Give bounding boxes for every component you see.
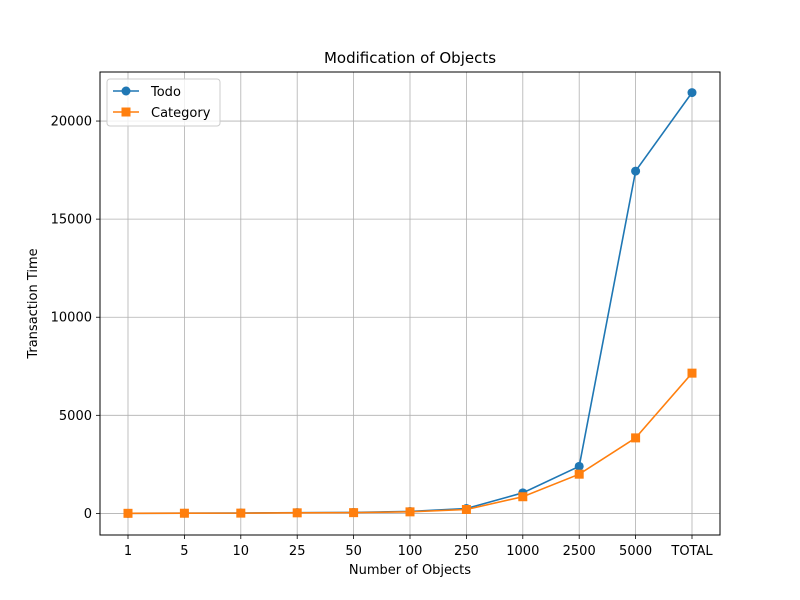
data-point-category (292, 508, 302, 518)
data-point-category (349, 508, 359, 518)
y-axis-ticks: 0 5000 10000 15000 20000 (51, 115, 100, 522)
data-point-category (123, 508, 133, 518)
y-tick-label: 5000 (59, 409, 92, 424)
y-tick-label: 0 (84, 507, 92, 522)
y-tick-label: 20000 (51, 115, 92, 130)
data-point-category (405, 507, 415, 517)
x-tick-label: 5000 (619, 544, 652, 559)
x-tick-label: 10 (233, 544, 250, 559)
y-axis-label: Transaction Time (26, 248, 41, 359)
x-tick-label: 25 (289, 544, 306, 559)
data-point-todo (631, 166, 641, 176)
data-point-category (631, 433, 641, 443)
x-tick-label: TOTAL (670, 544, 713, 559)
chart-title: Modification of Objects (324, 49, 496, 67)
data-point-category (518, 492, 528, 502)
legend-marker-todo (121, 86, 131, 96)
x-tick-label: 1000 (506, 544, 539, 559)
x-tick-label: 50 (345, 544, 362, 559)
x-tick-label: 1 (124, 544, 132, 559)
legend-marker-category (121, 107, 131, 117)
data-point-todo (574, 461, 584, 471)
x-tick-label: 2500 (563, 544, 596, 559)
x-tick-label: 5 (180, 544, 188, 559)
legend-label-todo: Todo (150, 85, 181, 100)
x-axis-ticks: 1 5 10 25 50 100 250 1000 2500 5000 TOTAL (124, 535, 713, 559)
legend: Todo Category (106, 78, 221, 127)
grid (100, 72, 720, 535)
y-tick-label: 15000 (51, 213, 92, 228)
series-layer (123, 88, 697, 518)
data-point-category (236, 508, 246, 518)
data-point-todo (687, 88, 697, 98)
x-axis-label: Number of Objects (349, 563, 471, 578)
y-tick-label: 10000 (51, 311, 92, 326)
data-point-category (179, 508, 189, 518)
data-point-category (687, 368, 697, 378)
x-tick-label: 100 (398, 544, 423, 559)
data-point-category (461, 504, 471, 514)
x-tick-label: 250 (454, 544, 479, 559)
data-point-category (574, 469, 584, 479)
legend-label-category: Category (151, 106, 211, 121)
